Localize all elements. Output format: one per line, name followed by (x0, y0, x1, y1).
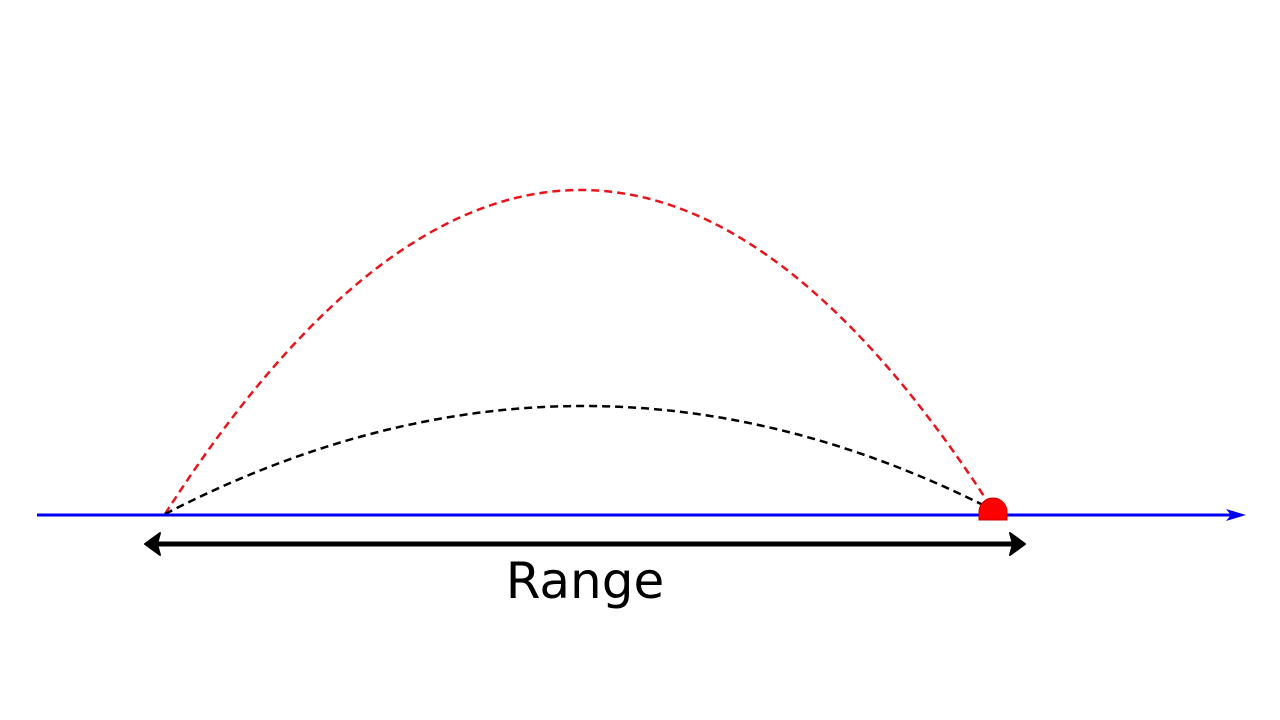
range-label: Range (506, 552, 664, 610)
range-arrow-left (144, 532, 161, 556)
high-trajectory (163, 188, 995, 515)
axis-arrowhead (1226, 509, 1246, 521)
range-arrow-right (1009, 532, 1026, 556)
low-trajectory (164, 404, 994, 516)
projectile-ball (978, 497, 1008, 521)
